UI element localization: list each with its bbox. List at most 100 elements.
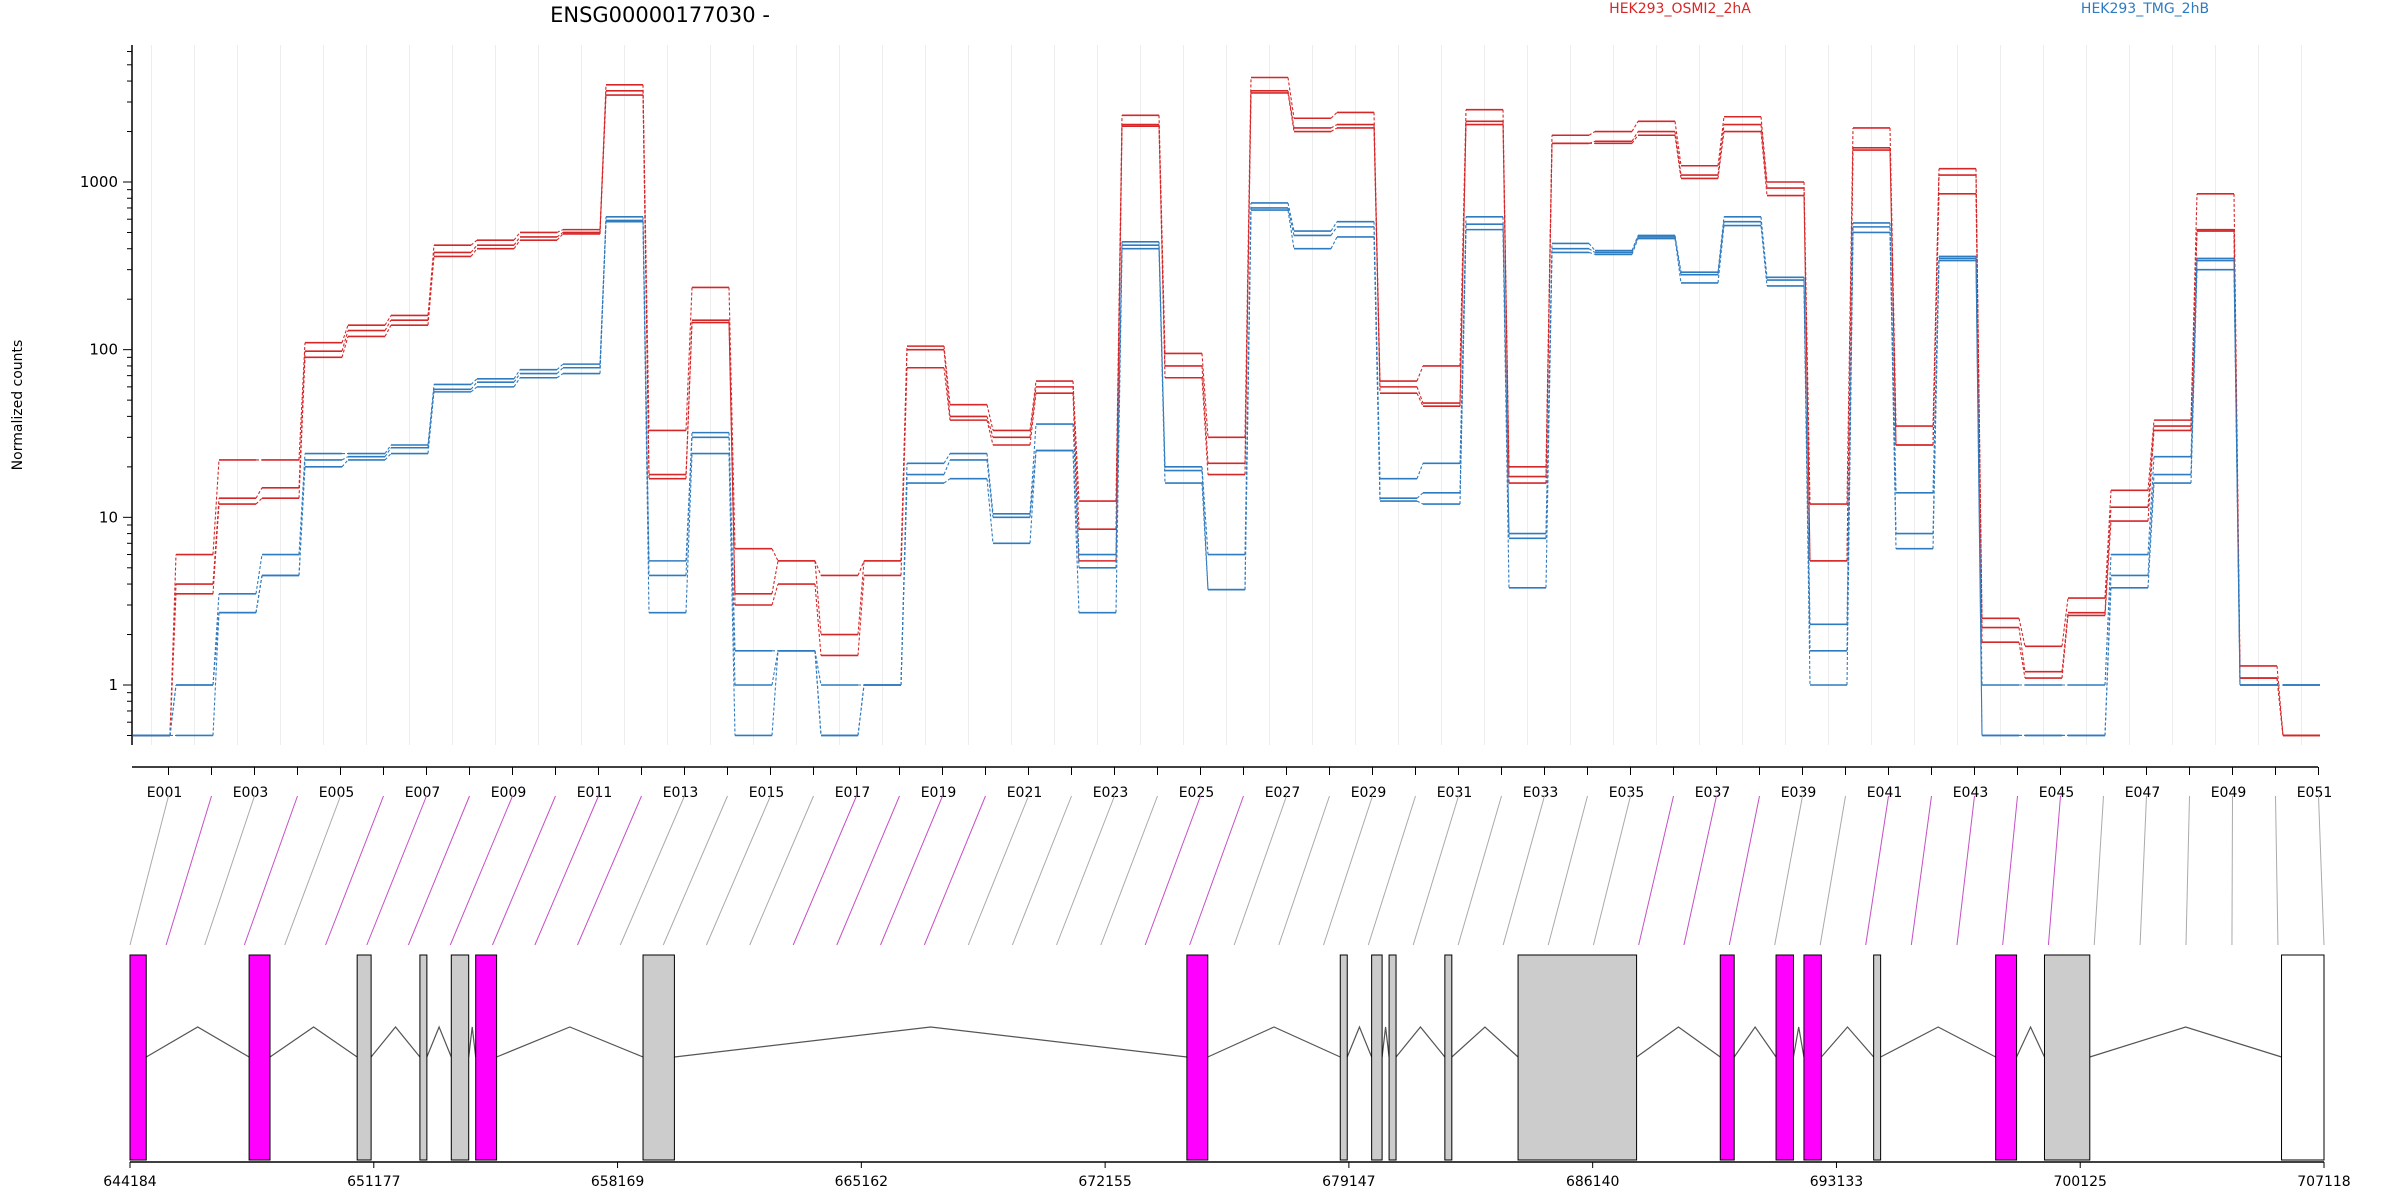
- data-connector: [1201, 483, 1209, 590]
- exon-connector: [1278, 795, 1330, 946]
- data-connector: [1072, 381, 1080, 502]
- exon-tick-label: E031: [1437, 785, 1473, 801]
- exon-connector: [407, 795, 470, 946]
- data-connector: [513, 377, 521, 388]
- data-connector: [685, 322, 693, 479]
- genomic-tick-label: 644184: [103, 1174, 157, 1190]
- exon-connector-lines: [129, 795, 2325, 946]
- data-connector: [1588, 248, 1596, 253]
- data-connector: [2018, 618, 2026, 647]
- data-connector: [1803, 285, 1811, 686]
- data-connector: [169, 684, 177, 736]
- exon-connector: [1323, 795, 1373, 946]
- data-connector: [1029, 450, 1037, 544]
- data-connector: [341, 459, 349, 468]
- data-connector: [513, 236, 521, 246]
- exon-connector: [1865, 795, 1889, 946]
- data-connector: [1545, 143, 1553, 484]
- data-connector: [2061, 615, 2069, 679]
- exon-box: [129, 954, 147, 1161]
- data-connector: [255, 575, 263, 613]
- data-connector: [1803, 181, 1811, 505]
- data-connector: [2147, 474, 2155, 576]
- data-connector: [212, 459, 220, 555]
- exon-tick-label: E037: [1695, 785, 1731, 801]
- data-connector: [1201, 377, 1209, 475]
- data-connector: [556, 232, 564, 238]
- intron-line: [1820, 1026, 1875, 1058]
- exon-box: [1803, 954, 1822, 1161]
- data-connector: [513, 373, 521, 383]
- data-connector: [771, 650, 779, 686]
- genomic-tick-label: 658169: [591, 1174, 644, 1190]
- intron-line: [468, 1026, 477, 1058]
- genomic-tick-label: 693133: [1810, 1174, 1863, 1190]
- data-connector: [1158, 248, 1166, 484]
- data-connector: [470, 239, 478, 246]
- exon-connector: [1502, 795, 1545, 946]
- exon-tick-label: E041: [1867, 785, 1903, 801]
- intron-line: [674, 1026, 1187, 1058]
- intron-line: [1733, 1025, 1777, 1058]
- data-connector: [1932, 260, 1940, 549]
- data-connector: [728, 287, 736, 549]
- data-connector: [857, 560, 865, 635]
- data-connector: [857, 560, 865, 576]
- data-connector: [341, 330, 349, 352]
- data-connector: [1760, 131, 1768, 196]
- exon-connector: [792, 795, 857, 946]
- exon-connector: [492, 795, 556, 946]
- exon-box: [1873, 954, 1882, 1161]
- exon-tick-label: E011: [577, 785, 613, 801]
- exon-connector: [1547, 795, 1588, 946]
- data-connector: [1115, 124, 1123, 530]
- data-connector: [470, 378, 478, 385]
- data-connector: [1631, 235, 1639, 251]
- data-connector: [1416, 463, 1424, 479]
- exon-tick-label: E033: [1523, 785, 1559, 801]
- data-connector: [1029, 386, 1037, 438]
- data-connector: [1631, 131, 1639, 142]
- intron-line: [426, 1025, 452, 1058]
- intron-line: [1395, 1026, 1446, 1058]
- y-axis: 1 10 100 1000: [80, 45, 133, 745]
- data-connector: [1717, 221, 1725, 275]
- data-connector: [1846, 127, 1854, 505]
- data-connector: [1459, 229, 1467, 505]
- y-axis-label: Normalized counts: [10, 340, 26, 471]
- data-connector: [1201, 466, 1209, 555]
- data-connector: [814, 560, 822, 576]
- data-connector: [1373, 236, 1381, 502]
- exon-tick-label: E035: [1609, 785, 1645, 801]
- exon-box: [450, 954, 470, 1161]
- data-connector: [1803, 188, 1811, 561]
- legend-osmi2: HEK293_OSMI2_2hA: [1609, 1, 1751, 17]
- data-connector: [814, 560, 822, 635]
- data-connector: [599, 221, 607, 374]
- genomic-tick-label: 651177: [347, 1174, 400, 1190]
- data-connector: [384, 315, 392, 326]
- data-connector: [1158, 245, 1166, 471]
- y-tick-label: 10: [99, 508, 118, 526]
- data-connector: [642, 221, 650, 613]
- exon-tick-label: E003: [233, 785, 269, 801]
- data-connector: [1072, 450, 1080, 613]
- intron-line: [145, 1026, 250, 1058]
- data-connector: [1029, 380, 1037, 431]
- genomic-tick-label: 672155: [1078, 1174, 1131, 1190]
- data-connector: [728, 322, 736, 606]
- exon-tick-label: E019: [921, 785, 957, 801]
- data-connector: [1760, 124, 1768, 189]
- exon-connector: [2139, 795, 2147, 946]
- exon-connector: [1956, 795, 1975, 946]
- data-connector: [1373, 127, 1381, 394]
- exon-box: [356, 954, 372, 1161]
- data-connector: [814, 584, 822, 656]
- exon-tick-label: E005: [319, 785, 355, 801]
- data-connector: [1674, 236, 1682, 275]
- exon-tick-label: E027: [1265, 785, 1301, 801]
- exon-connector: [165, 795, 212, 946]
- exon-connector: [1100, 795, 1158, 946]
- exon-box: [2043, 954, 2091, 1161]
- exon-connector: [366, 795, 427, 946]
